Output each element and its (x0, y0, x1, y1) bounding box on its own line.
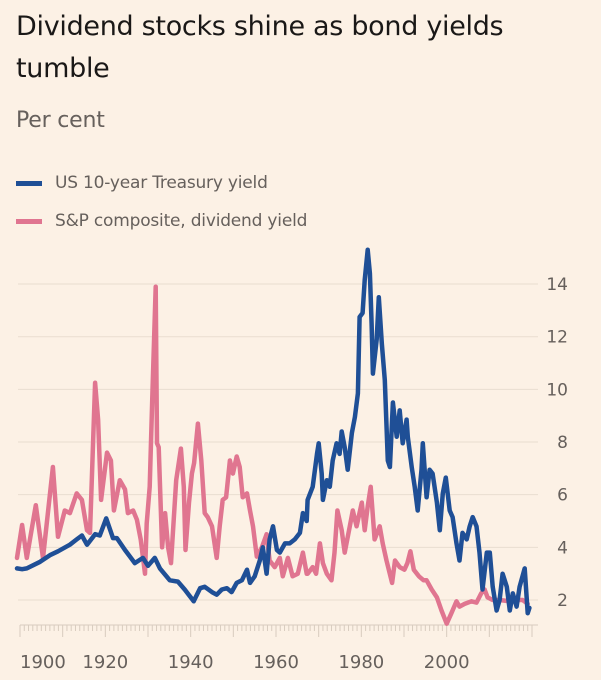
x-tick-label: 2000 (424, 652, 470, 673)
series-line-treasury-yield (14, 247, 532, 616)
chart-title: Dividend stocks shine as bond yields tum… (16, 11, 504, 84)
legend-label-treasury: US 10-year Treasury yield (55, 173, 268, 193)
y-tick-label: 10 (546, 380, 568, 400)
y-tick-label: 12 (546, 328, 568, 348)
y-tick-label: 8 (557, 433, 568, 453)
legend-item-treasury: US 10-year Treasury yield (16, 164, 307, 202)
legend-swatch-dividend (16, 218, 42, 224)
chart-subtitle: Per cent (16, 108, 105, 133)
series-line-dividend-yield (14, 284, 530, 626)
x-tick-label: 1980 (338, 652, 384, 673)
x-axis: 1900 1920 1940 1960 1980 2000 (19, 624, 538, 673)
x-tick-label: 1940 (168, 652, 214, 673)
series-lines (14, 247, 532, 626)
y-axis: 2 4 6 8 10 12 14 (546, 275, 568, 611)
x-tick-label: 1960 (253, 652, 299, 673)
legend-label-dividend: S&P composite, dividend yield (55, 211, 308, 231)
y-tick-label: 14 (546, 275, 568, 295)
x-tick-label: 1920 (82, 652, 128, 673)
legend: US 10-year Treasury yield S&P composite,… (16, 164, 307, 240)
gridlines (18, 283, 538, 601)
x-tick-label: 1900 (20, 652, 66, 673)
y-tick-label: 4 (557, 538, 568, 558)
legend-item-dividend: S&P composite, dividend yield (16, 202, 307, 240)
legend-swatch-treasury (16, 180, 42, 186)
y-tick-label: 2 (557, 591, 568, 611)
y-tick-label: 6 (557, 486, 568, 506)
